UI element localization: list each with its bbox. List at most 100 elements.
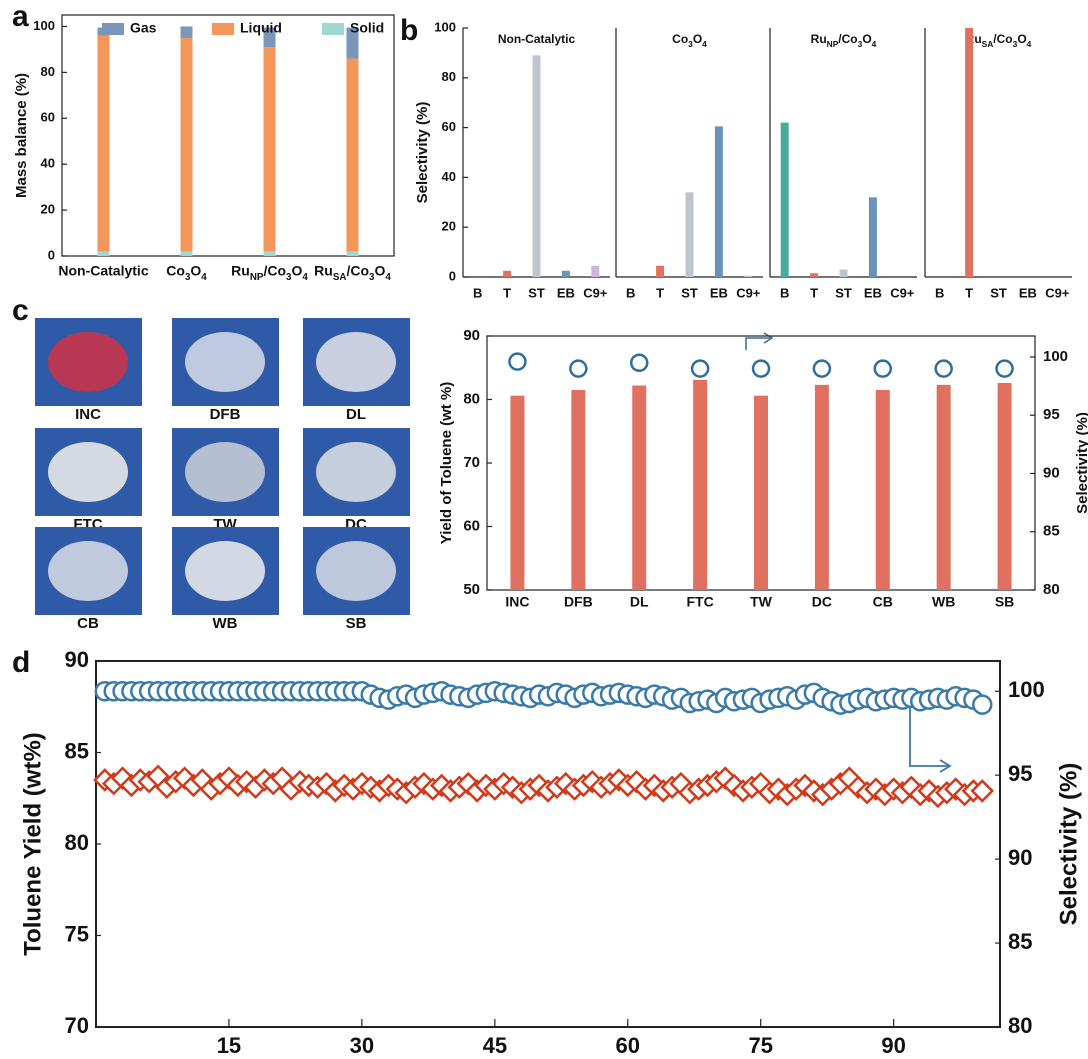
marker — [970, 779, 995, 803]
x-tick-label: INC — [505, 594, 529, 610]
y-tick-label: 20 — [442, 219, 456, 234]
panel-letter: c — [12, 294, 29, 327]
y2-tick-label: 100 — [1008, 677, 1045, 702]
y-tick-label: 60 — [463, 517, 480, 534]
x-tick-label: T — [965, 285, 973, 300]
bar — [685, 192, 694, 277]
bar — [868, 197, 877, 277]
x-tick-label: B — [626, 285, 635, 300]
x-tick-label: 15 — [217, 1033, 241, 1058]
x-tick-label: TW — [750, 594, 773, 610]
y-axis-label: Selectivity (%) — [414, 102, 431, 204]
y-tick-label: 0 — [48, 247, 55, 262]
subscript: 4 — [302, 272, 308, 283]
x-tick-label: EB — [557, 285, 575, 300]
x-tick-label: T — [810, 285, 818, 300]
x-tick-label: FTC — [687, 594, 714, 610]
arrow-line — [745, 337, 770, 350]
y-tick-label: 85 — [65, 738, 89, 763]
x-tick-label: RuSA/Co3O4 — [314, 263, 391, 283]
photo-object — [48, 442, 128, 502]
y-tick-label: 60 — [442, 119, 456, 134]
x-tick-label: 30 — [350, 1033, 374, 1058]
y-tick-label: 70 — [463, 454, 480, 471]
photo-object — [48, 541, 128, 601]
bar-segment — [263, 27, 276, 48]
bar-segment — [346, 27, 359, 59]
legend-label: Gas — [130, 20, 157, 36]
subscript: 3 — [1013, 39, 1018, 49]
photo-object — [185, 442, 265, 502]
bar — [693, 379, 708, 590]
y2-tick-label: 80 — [1043, 581, 1060, 598]
panel-letter: a — [12, 0, 29, 33]
x-tick-label: B — [473, 285, 482, 300]
y-axis-label: Mass balance (%) — [13, 73, 30, 198]
bar — [532, 55, 541, 277]
x-tick-label: ST — [681, 285, 698, 300]
y-tick-label: 80 — [442, 69, 456, 84]
y2-axis-label: Selectivity (%) — [1055, 763, 1082, 926]
bar-segment — [263, 47, 276, 252]
x-tick-label: DFB — [564, 594, 593, 610]
y-tick-label: 75 — [65, 921, 89, 946]
bar-segment — [263, 251, 276, 256]
bar-segment — [180, 26, 193, 38]
subscript: 3 — [286, 272, 292, 283]
bar — [780, 122, 789, 278]
panel-letter: b — [400, 14, 418, 47]
y-tick-label: 80 — [41, 64, 55, 79]
x-tick-label: DC — [812, 594, 832, 610]
bar — [632, 385, 647, 590]
x-tick-label: C9+ — [1045, 285, 1070, 300]
bar — [997, 382, 1012, 590]
x-tick-label: B — [780, 285, 789, 300]
x-tick-label: ST — [835, 285, 852, 300]
y-axis-label: Yield of Toluene (wt %) — [438, 382, 455, 545]
x-tick-label: WB — [932, 594, 955, 610]
photo-object — [185, 332, 265, 392]
photo-label: WB — [213, 615, 238, 632]
y-tick-label: 40 — [442, 169, 456, 184]
y-tick-label: 80 — [65, 830, 89, 855]
legend-swatch — [102, 23, 124, 35]
subscript: 3 — [369, 272, 375, 283]
bar — [936, 384, 951, 590]
y-tick-label: 0 — [449, 268, 456, 283]
y2-tick-label: 85 — [1043, 523, 1060, 540]
marker — [629, 353, 649, 373]
y2-tick-label: 90 — [1043, 464, 1060, 481]
bar — [561, 270, 570, 277]
bar — [656, 265, 665, 277]
y-tick-label: 20 — [41, 202, 55, 217]
photo-label: SB — [346, 615, 367, 632]
plot-frame — [95, 660, 1001, 1028]
y-tick-label: 100 — [434, 19, 456, 34]
x-tick-label: EB — [710, 285, 728, 300]
bar — [839, 269, 848, 277]
arrow-head — [939, 759, 952, 773]
marker — [972, 694, 993, 715]
photo-object — [316, 541, 396, 601]
x-tick-label: C9+ — [736, 285, 761, 300]
bar-segment — [180, 37, 193, 252]
legend-swatch — [212, 23, 234, 35]
x-tick-label: 90 — [881, 1033, 905, 1058]
marker — [995, 359, 1014, 378]
legend-label: Liquid — [240, 20, 282, 36]
photo-object — [316, 442, 396, 502]
marker — [873, 359, 893, 378]
x-tick-label: ST — [528, 285, 545, 300]
arrow-d — [909, 705, 952, 773]
y-tick-label: 90 — [65, 647, 89, 672]
marker — [934, 359, 953, 378]
x-tick-label: B — [935, 285, 944, 300]
photo-label: DFB — [210, 406, 241, 423]
bar-segment — [97, 35, 110, 252]
bar — [754, 395, 768, 590]
x-tick-label: EB — [864, 285, 882, 300]
bar — [744, 275, 753, 277]
y-tick-label: 70 — [65, 1013, 89, 1038]
bar — [810, 273, 819, 277]
